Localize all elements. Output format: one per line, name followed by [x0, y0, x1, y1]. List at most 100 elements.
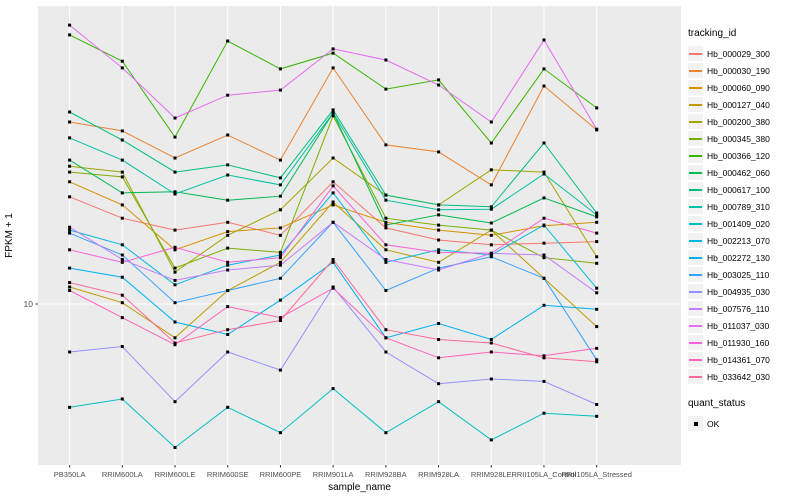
data-point	[437, 203, 441, 207]
legend-key-line-icon	[688, 318, 703, 333]
data-point	[595, 325, 599, 329]
data-point	[384, 58, 388, 62]
data-point	[437, 213, 441, 217]
data-point	[173, 400, 177, 404]
data-point	[68, 405, 72, 409]
legend-item-label: Hb_011930_160	[707, 337, 770, 348]
data-point	[173, 341, 177, 345]
data-point	[173, 135, 177, 139]
data-point	[173, 446, 177, 449]
data-point	[331, 47, 335, 51]
data-point	[384, 143, 388, 147]
legend-item-label: Hb_014361_070	[707, 354, 770, 365]
data-point	[68, 195, 72, 199]
x-tick-label: RRIM600LA	[102, 470, 143, 479]
legend-key-line-icon	[688, 284, 703, 299]
data-point	[595, 358, 599, 362]
data-point	[595, 220, 599, 224]
data-point	[278, 253, 282, 257]
x-tick-label: RRIM928LE	[471, 470, 512, 479]
data-point	[489, 183, 493, 187]
x-tick-label: PB350LA	[54, 470, 86, 479]
data-point	[278, 256, 282, 260]
data-point	[278, 67, 282, 71]
data-point	[489, 205, 493, 209]
data-point	[120, 138, 124, 142]
data-point	[278, 183, 282, 187]
data-point	[384, 87, 388, 91]
data-point	[68, 170, 72, 174]
data-point	[173, 190, 177, 194]
data-point	[542, 276, 546, 280]
data-point	[542, 379, 546, 383]
data-point	[384, 243, 388, 247]
data-point	[542, 354, 546, 358]
data-point	[120, 275, 124, 279]
data-point	[437, 400, 441, 404]
data-point	[437, 150, 441, 154]
data-point	[226, 350, 230, 354]
data-point	[437, 338, 441, 341]
data-point	[384, 289, 388, 292]
data-point	[120, 59, 124, 63]
data-point	[226, 93, 230, 97]
data-point	[68, 33, 72, 37]
x-tick-label: RRII105LA_Control	[511, 470, 576, 479]
data-point	[226, 289, 230, 292]
data-point	[68, 350, 72, 354]
data-point	[384, 258, 388, 261]
data-point	[595, 240, 599, 244]
legend-item-label: Hb_000789_310	[707, 201, 770, 212]
legend-item-Hb_000345_380: Hb_000345_380	[688, 130, 798, 147]
data-point	[542, 84, 546, 88]
data-point	[489, 120, 493, 124]
data-point	[542, 223, 546, 227]
legend-key-line-icon	[688, 199, 703, 214]
data-point	[437, 260, 441, 264]
data-point	[595, 360, 599, 364]
data-point	[68, 281, 72, 285]
data-point	[120, 253, 124, 257]
data-point	[489, 377, 493, 381]
data-point	[595, 106, 599, 110]
legend-key-line-icon	[688, 165, 703, 180]
legend-item-Hb_000029_300: Hb_000029_300	[688, 45, 798, 62]
legend-item-Hb_003025_110: Hb_003025_110	[688, 266, 798, 283]
data-point	[278, 208, 282, 212]
data-point	[120, 316, 124, 320]
data-point	[384, 193, 388, 197]
data-point	[331, 114, 335, 118]
legend-key-line-icon	[688, 148, 703, 163]
data-point	[68, 120, 72, 124]
legend-title-quant-status: quant_status	[688, 398, 746, 409]
legend-item-label: Hb_000029_300	[707, 48, 770, 59]
data-point	[226, 220, 230, 224]
data-point	[68, 266, 72, 270]
data-point	[226, 173, 230, 177]
data-point	[542, 356, 546, 360]
data-point	[278, 263, 282, 267]
legend-item-Hb_000030_190: Hb_000030_190	[688, 62, 798, 79]
data-point	[278, 88, 282, 92]
data-point	[226, 260, 230, 264]
data-point	[542, 196, 546, 200]
data-point	[68, 225, 72, 229]
legend-item-label: Hb_033642_030	[707, 371, 770, 382]
data-point	[120, 129, 124, 133]
data-point	[384, 431, 388, 435]
data-point	[437, 223, 441, 227]
legend-item-Hb_001409_020: Hb_001409_020	[688, 215, 798, 232]
legend-key-line-icon	[688, 80, 703, 95]
data-point	[384, 328, 388, 332]
legend-item-label: Hb_011037_030	[707, 320, 770, 331]
data-point	[437, 83, 441, 87]
data-point	[278, 276, 282, 280]
data-point	[173, 245, 177, 249]
data-point	[120, 216, 124, 220]
legend-item-label: Hb_002213_070	[707, 235, 770, 246]
legend-item-Hb_000789_310: Hb_000789_310	[688, 198, 798, 215]
data-point	[437, 238, 441, 242]
legend-item-Hb_000127_040: Hb_000127_040	[688, 96, 798, 113]
data-point	[226, 39, 230, 43]
